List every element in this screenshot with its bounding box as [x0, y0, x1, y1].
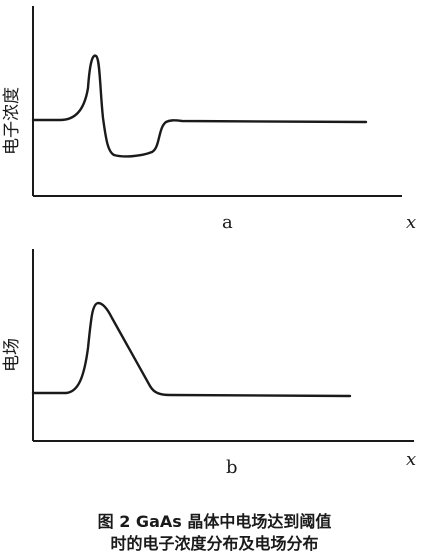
caption-line-2: 时的电子浓度分布及电场分布 — [110, 534, 319, 553]
electron-concentration-curve — [31, 54, 368, 158]
panel-b-x-axis-label: x — [406, 449, 416, 470]
electric-field-curve — [31, 301, 352, 398]
panel-a-x-axis-label: x — [406, 212, 416, 233]
panel-b: 电场 b x — [2, 249, 416, 478]
panel-a-label: a — [222, 212, 233, 233]
panel-b-y-axis-label: 电场 — [2, 338, 22, 372]
panel-b-label: b — [226, 457, 238, 478]
panel-a-y-axis-label: 电子浓度 — [2, 87, 22, 155]
panel-a: 电子浓度 a x — [2, 6, 416, 233]
caption-line-1: 图 2 GaAs 晶体中电场达到阈值 — [97, 512, 332, 531]
